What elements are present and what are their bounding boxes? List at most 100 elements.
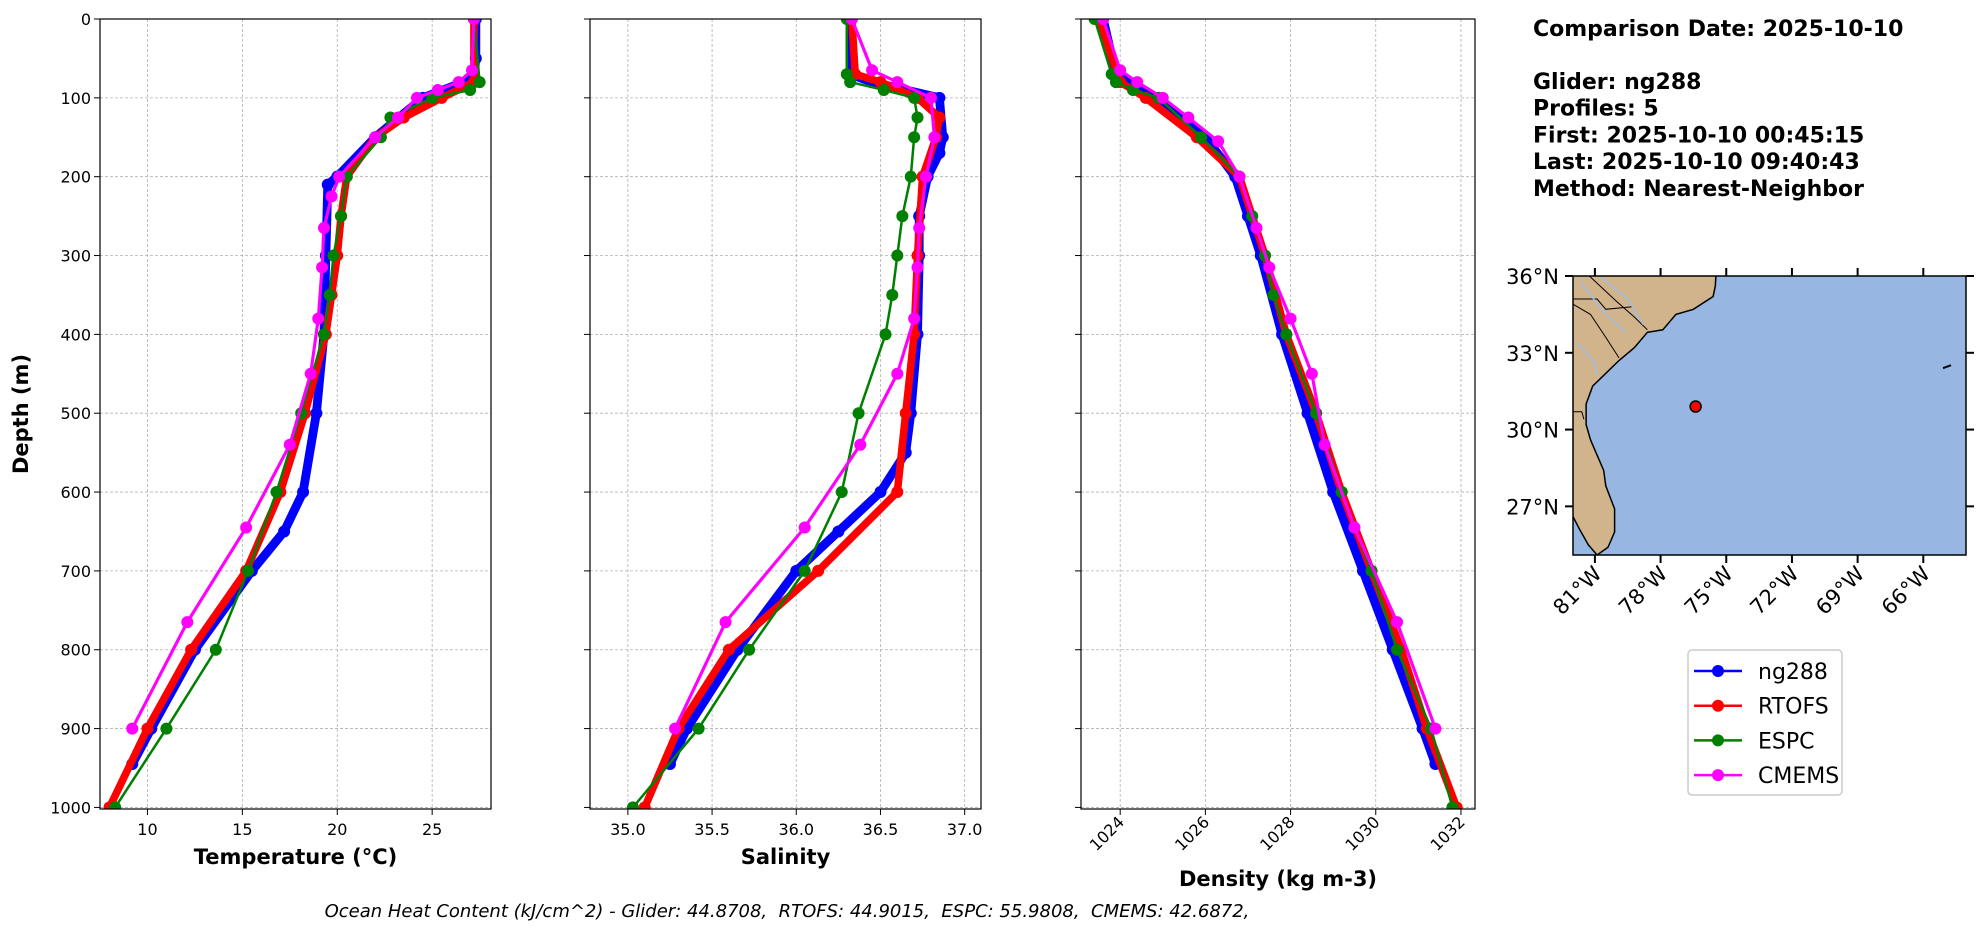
x-tick-label: 35.5: [694, 820, 730, 839]
data-point: [467, 19, 480, 25]
data-point: [1156, 91, 1169, 104]
plot-area: [103, 19, 486, 809]
x-tick-label: 25: [422, 820, 442, 839]
data-point: [325, 190, 338, 203]
x-tick-label: 69°W: [1811, 561, 1869, 619]
data-point: [908, 312, 921, 325]
data-point: [812, 564, 825, 577]
axes-frame: [589, 18, 982, 810]
x-tick-label: 81°W: [1548, 561, 1606, 619]
x-axis-label: Density (kg m-3): [1179, 867, 1377, 891]
data-point: [866, 64, 879, 77]
data-point: [1131, 76, 1144, 89]
data-point: [316, 261, 329, 274]
data-point: [1348, 521, 1361, 534]
data-point: [312, 312, 325, 325]
data-point: [310, 407, 323, 420]
data-point: [335, 210, 348, 223]
x-tick-label: 20: [327, 820, 347, 839]
data-point: [899, 407, 912, 420]
legend-marker: [1712, 699, 1724, 712]
map-area: [1573, 276, 1966, 555]
y-axis-label: Depth (m): [9, 354, 33, 474]
data-point: [126, 722, 139, 735]
data-point: [1284, 312, 1297, 325]
data-point: [1318, 438, 1331, 451]
legend-marker: [1712, 734, 1724, 747]
data-point: [933, 91, 946, 104]
legend-marker: [1712, 769, 1724, 782]
y-tick-label: 30°N: [1506, 419, 1559, 443]
data-point: [283, 438, 296, 451]
series-line: [673, 19, 936, 730]
x-tick-label: 66°W: [1877, 561, 1935, 619]
data-point: [1305, 367, 1318, 380]
y-tick-label: 0: [81, 10, 91, 29]
data-point: [692, 722, 705, 735]
data-point: [1212, 135, 1225, 148]
data-point: [911, 111, 924, 124]
x-tick-label: 78°W: [1614, 561, 1672, 619]
x-tick-label: 36.5: [863, 820, 899, 839]
data-point: [321, 178, 334, 191]
data-point: [928, 131, 941, 144]
data-point: [798, 521, 811, 534]
data-point: [835, 486, 848, 499]
data-point: [391, 111, 404, 124]
data-point: [1446, 801, 1459, 809]
x-tick-label: 15: [232, 820, 252, 839]
data-point: [242, 564, 255, 577]
border: [1573, 303, 1620, 359]
data-point: [369, 131, 382, 144]
y-tick-label: 200: [60, 168, 91, 187]
data-point: [1356, 564, 1369, 577]
info-line: First: 2025-10-10 00:45:15: [1533, 123, 1864, 148]
axes-frame: [99, 18, 492, 810]
data-point: [209, 643, 222, 656]
x-tick-label: 10: [137, 820, 157, 839]
data-point: [896, 210, 909, 223]
data-point: [845, 19, 858, 25]
data-point: [722, 643, 735, 656]
data-point: [317, 221, 330, 234]
data-point: [1233, 170, 1246, 183]
border: [1588, 276, 1648, 331]
data-point: [1263, 261, 1276, 274]
data-point: [1327, 486, 1340, 499]
data-point: [270, 486, 283, 499]
data-point: [844, 76, 857, 89]
data-point: [891, 249, 904, 262]
y-tick-label: 400: [60, 325, 91, 344]
axes-frame: [1080, 18, 1476, 810]
data-point: [1267, 288, 1280, 301]
data-point: [464, 83, 477, 96]
y-tick-label: 100: [60, 89, 91, 108]
data-point: [852, 407, 865, 420]
location-marker: [1689, 400, 1702, 413]
x-axis-label: Temperature (°C): [194, 845, 397, 869]
data-point: [1429, 722, 1442, 735]
data-point: [891, 367, 904, 380]
data-point: [911, 261, 924, 274]
plot-area: [1088, 19, 1463, 809]
y-tick-label: 500: [60, 404, 91, 423]
y-tick-label: 300: [60, 247, 91, 266]
data-point: [743, 643, 756, 656]
x-tick-label: 1026: [1171, 812, 1213, 854]
info-line: Last: 2025-10-10 09:40:43: [1533, 150, 1860, 175]
data-point: [626, 801, 639, 809]
x-tick-label: 72°W: [1745, 561, 1803, 619]
land: [1573, 276, 1717, 555]
x-tick-label: 1028: [1256, 812, 1298, 854]
data-point: [933, 111, 946, 124]
data-point: [798, 564, 811, 577]
data-point: [638, 801, 651, 809]
data-point: [1195, 131, 1208, 144]
y-tick-label: 600: [60, 483, 91, 502]
data-point: [278, 525, 291, 538]
series-line: [106, 19, 478, 809]
river: [1598, 276, 1644, 325]
data-point: [466, 64, 479, 77]
y-tick-label: 800: [60, 641, 91, 660]
